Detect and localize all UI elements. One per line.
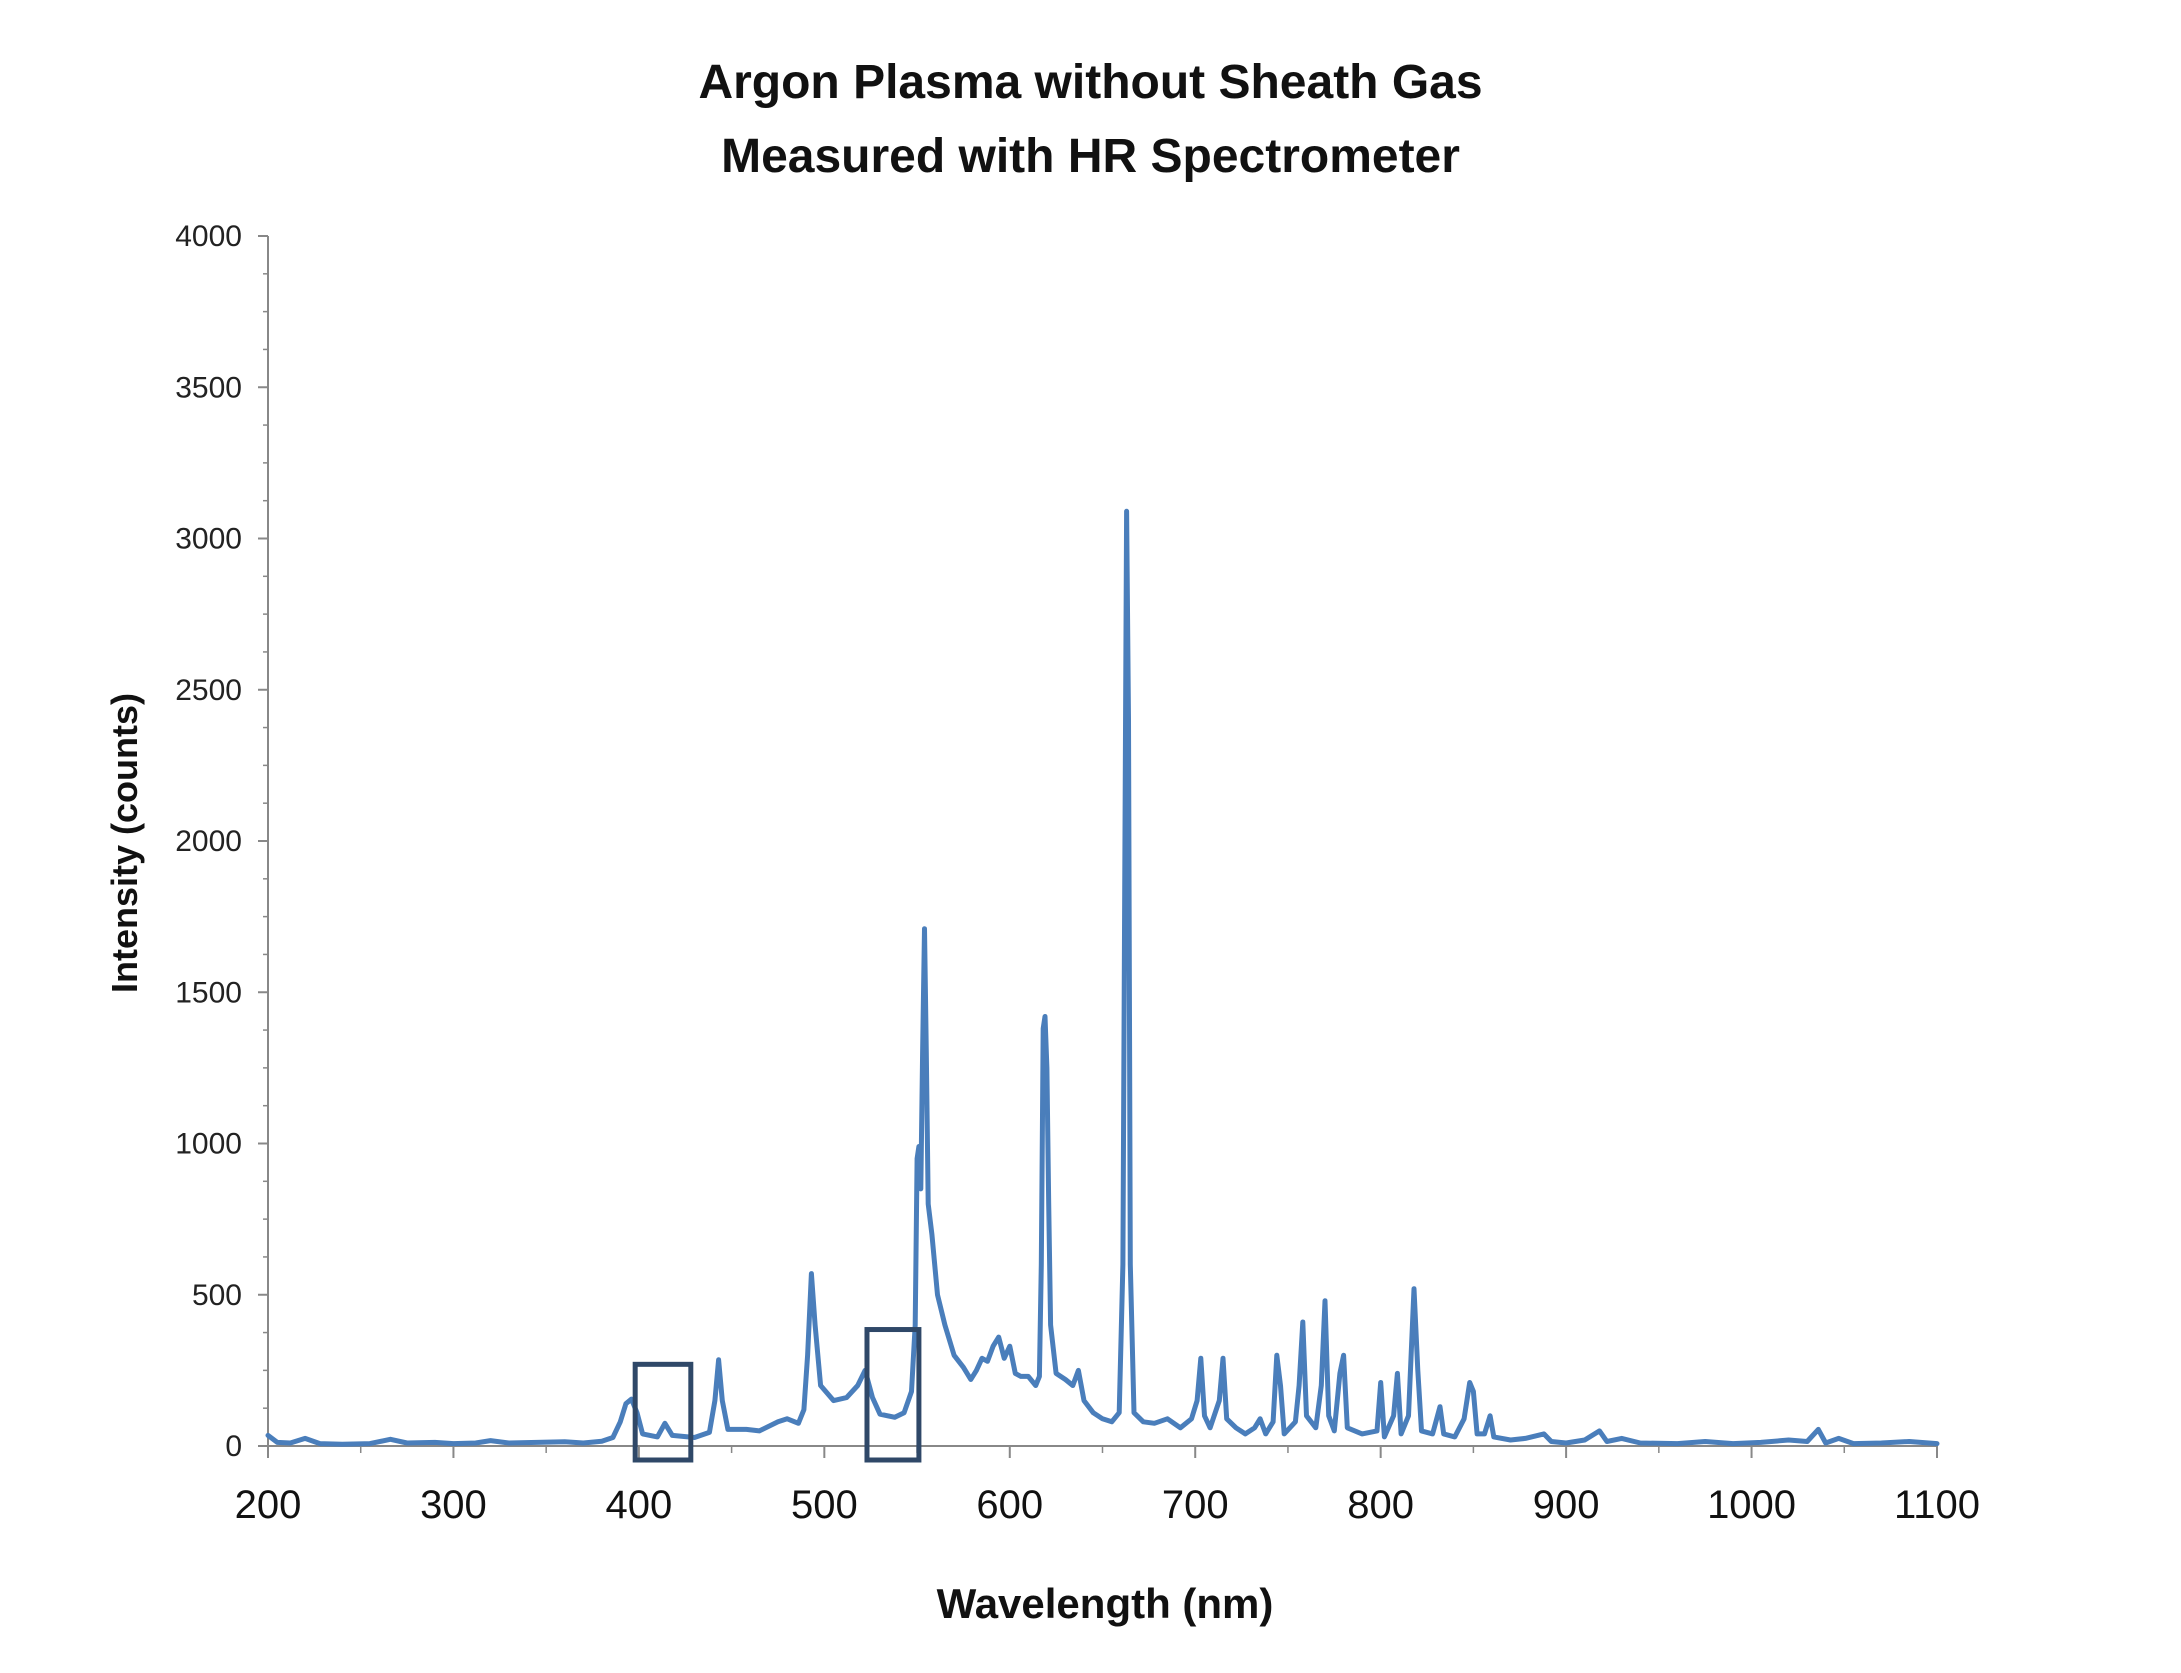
y-tick-label: 0: [225, 1430, 242, 1463]
highlight-boxes: [632, 1327, 922, 1463]
x-tick-label: 700: [1162, 1483, 1229, 1527]
highlight-box: [864, 1327, 922, 1463]
y-tick-label: 500: [192, 1279, 242, 1312]
series-layer: [265, 508, 1940, 1447]
y-tick-label: 4000: [175, 220, 242, 253]
x-tick-label: 600: [976, 1483, 1043, 1527]
y-tick-label: 3000: [175, 523, 242, 556]
y-tick-label: 1000: [175, 1128, 242, 1161]
x-tick-label: 900: [1533, 1483, 1600, 1527]
chart-subtitle: Measured with HR Spectrometer: [721, 130, 1460, 183]
highlight-box: [632, 1361, 694, 1463]
spectrum-series-line: [265, 508, 1940, 1447]
y-tick-label: 2500: [175, 674, 242, 707]
axes: [258, 235, 1938, 1458]
chart-title: Argon Plasma without Sheath Gas: [698, 56, 1483, 109]
x-tick-label: 1000: [1707, 1483, 1796, 1527]
x-tick-label: 500: [791, 1483, 858, 1527]
y-tick-label: 1500: [175, 976, 242, 1009]
x-tick-label: 1100: [1894, 1483, 1980, 1527]
y-tick-label: 3500: [175, 371, 242, 404]
x-tick-label: 300: [420, 1483, 487, 1527]
y-tick-label: 2000: [175, 825, 242, 858]
tick-labels: 0 500 1000 1500 2000 2500 3000 3500 4000 200 300 40…: [175, 220, 1980, 1527]
x-axis-label: Wavelength (nm): [936, 1580, 1274, 1627]
x-tick-label: 800: [1347, 1483, 1414, 1527]
x-tick-label: 400: [606, 1483, 673, 1527]
chart-title-block: Argon Plasma without Sheath Gas Measured…: [0, 46, 2181, 194]
x-tick-label: 200: [235, 1483, 302, 1527]
